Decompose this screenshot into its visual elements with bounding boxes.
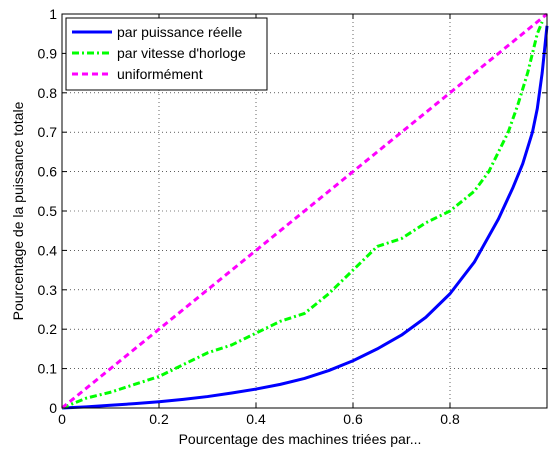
x-axis-label: Pourcentage des machines triées par... <box>179 431 422 447</box>
x-tick-label: 0.6 <box>343 411 363 427</box>
ticks <box>61 13 547 409</box>
y-tick-label: 0.5 <box>38 203 58 219</box>
legend: par puissance réelle par vitesse d'horlog… <box>65 17 268 91</box>
series-line-1 <box>61 25 549 410</box>
y-tick-label: 0.1 <box>38 361 58 377</box>
y-tick-label: 0.8 <box>38 85 58 101</box>
y-tick-label: 0.2 <box>38 321 58 337</box>
x-tick-label: 0.8 <box>440 411 460 427</box>
y-tick-label: 0 <box>49 400 57 416</box>
legend-label-2: par vitesse d'horloge <box>117 45 246 61</box>
series-line-2 <box>61 21 544 410</box>
x-tick-label: 0.2 <box>149 411 169 427</box>
legend-label-1: par puissance réelle <box>117 24 243 40</box>
x-tick-label: 0.4 <box>246 411 266 427</box>
x-tick-label: 0 <box>58 411 66 427</box>
y-tick-label: 1 <box>49 6 57 22</box>
legend-label-3: uniformément <box>117 66 203 82</box>
y-tick-label: 0.3 <box>38 282 58 298</box>
y-tick-label: 0.6 <box>38 164 58 180</box>
y-tick-label: 0.4 <box>38 242 58 258</box>
series-layer <box>61 12 549 410</box>
series-line-3 <box>61 12 548 410</box>
tick-labels: 0 0.2 0.4 0.6 0.8 0 0.1 0.2 0.3 0.4 0.5 0.6 0.7 0.8 0.… <box>38 6 460 427</box>
y-axis-label: Pourcentage de la puissance totale <box>10 101 26 320</box>
y-tick-label: 0.7 <box>38 124 58 140</box>
y-tick-label: 0.9 <box>38 45 58 61</box>
legend-box <box>65 17 268 91</box>
